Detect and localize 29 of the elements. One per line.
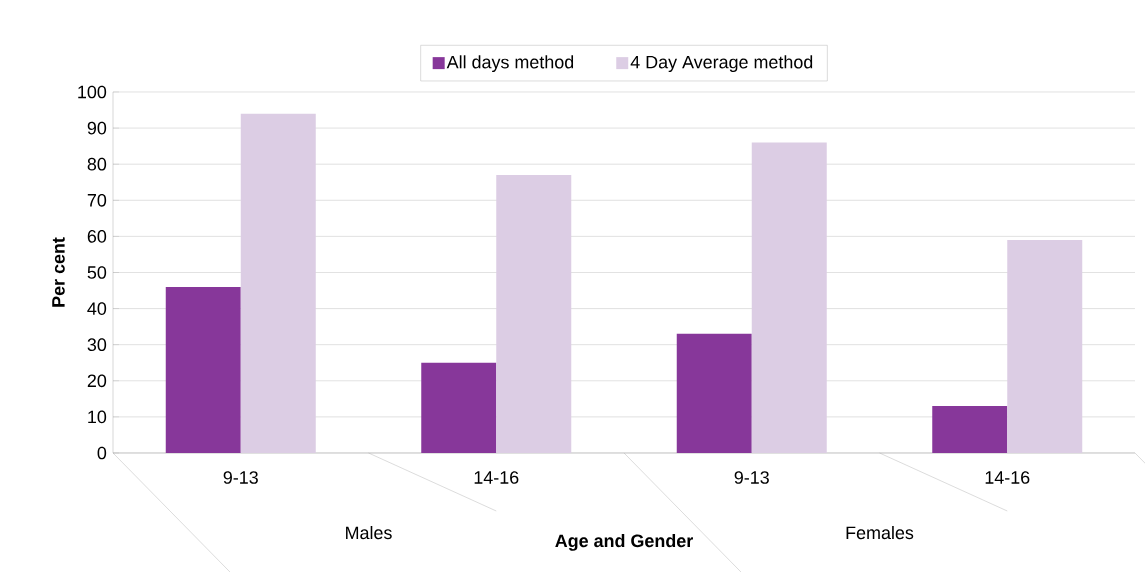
bar xyxy=(421,362,497,453)
x-tick-label: 14-16 xyxy=(474,471,519,484)
legend-label: 4 Day Average method xyxy=(630,55,813,72)
bar xyxy=(1007,239,1083,453)
bar xyxy=(165,286,241,453)
bar xyxy=(932,406,1008,453)
y-tick-label: 70 xyxy=(87,193,107,207)
y-tick-label: 40 xyxy=(87,302,107,315)
y-tick-label: 30 xyxy=(87,338,107,352)
legend-label: All days method xyxy=(446,55,574,72)
x-tick-label: 9-13 xyxy=(223,471,258,484)
y-tick-label: 10 xyxy=(88,410,107,424)
bar xyxy=(240,113,316,453)
y-tick-label: 90 xyxy=(87,121,107,135)
bar xyxy=(676,333,752,453)
text: Males xyxy=(346,525,392,540)
bar xyxy=(751,142,827,453)
x-tick-label: 9-13 xyxy=(734,471,769,484)
x-tick-label: 14-16 xyxy=(985,471,1030,484)
y-axis-title: Per cent xyxy=(52,237,65,307)
y-tick-label: 100 xyxy=(78,85,107,99)
y-tick-label: 20 xyxy=(87,374,107,388)
y-tick-label: 60 xyxy=(87,230,107,243)
y-tick-label: 0 xyxy=(97,446,107,460)
text: Females xyxy=(846,525,914,540)
y-tick-label: 50 xyxy=(87,266,107,279)
bar xyxy=(496,175,572,453)
x-axis-title: Age and Gender xyxy=(555,534,693,551)
y-tick-label: 80 xyxy=(87,157,107,171)
